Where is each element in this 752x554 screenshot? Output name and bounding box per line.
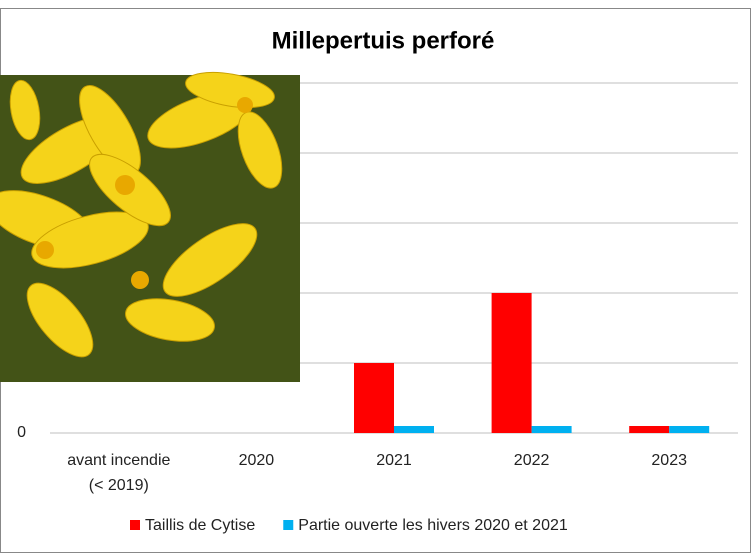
legend-label: Taillis de Cytise: [145, 517, 255, 534]
bar: [491, 293, 532, 433]
bar: [394, 426, 434, 433]
legend-label: Partie ouverte les hivers 2020 et 2021: [298, 517, 568, 534]
x-tick-label: 2021: [376, 452, 412, 469]
x-tick-label: 2023: [651, 452, 687, 469]
bar: [629, 426, 670, 433]
x-tick-label: 2020: [239, 452, 275, 469]
legend-swatch: [130, 520, 140, 530]
bar: [669, 426, 710, 433]
legend: Taillis de Cytise Partie ouverte les hive…: [130, 517, 568, 534]
x-tick-label: avant incendie (< 2019): [67, 452, 170, 494]
legend-swatch: [283, 520, 294, 530]
flower-photo: [0, 71, 300, 382]
y-tick-label: 0: [17, 424, 26, 441]
chart-title: Millepertuis perforé: [272, 27, 495, 54]
bar: [354, 363, 394, 433]
x-tick-label: 2022: [514, 452, 550, 469]
bar: [531, 426, 572, 433]
